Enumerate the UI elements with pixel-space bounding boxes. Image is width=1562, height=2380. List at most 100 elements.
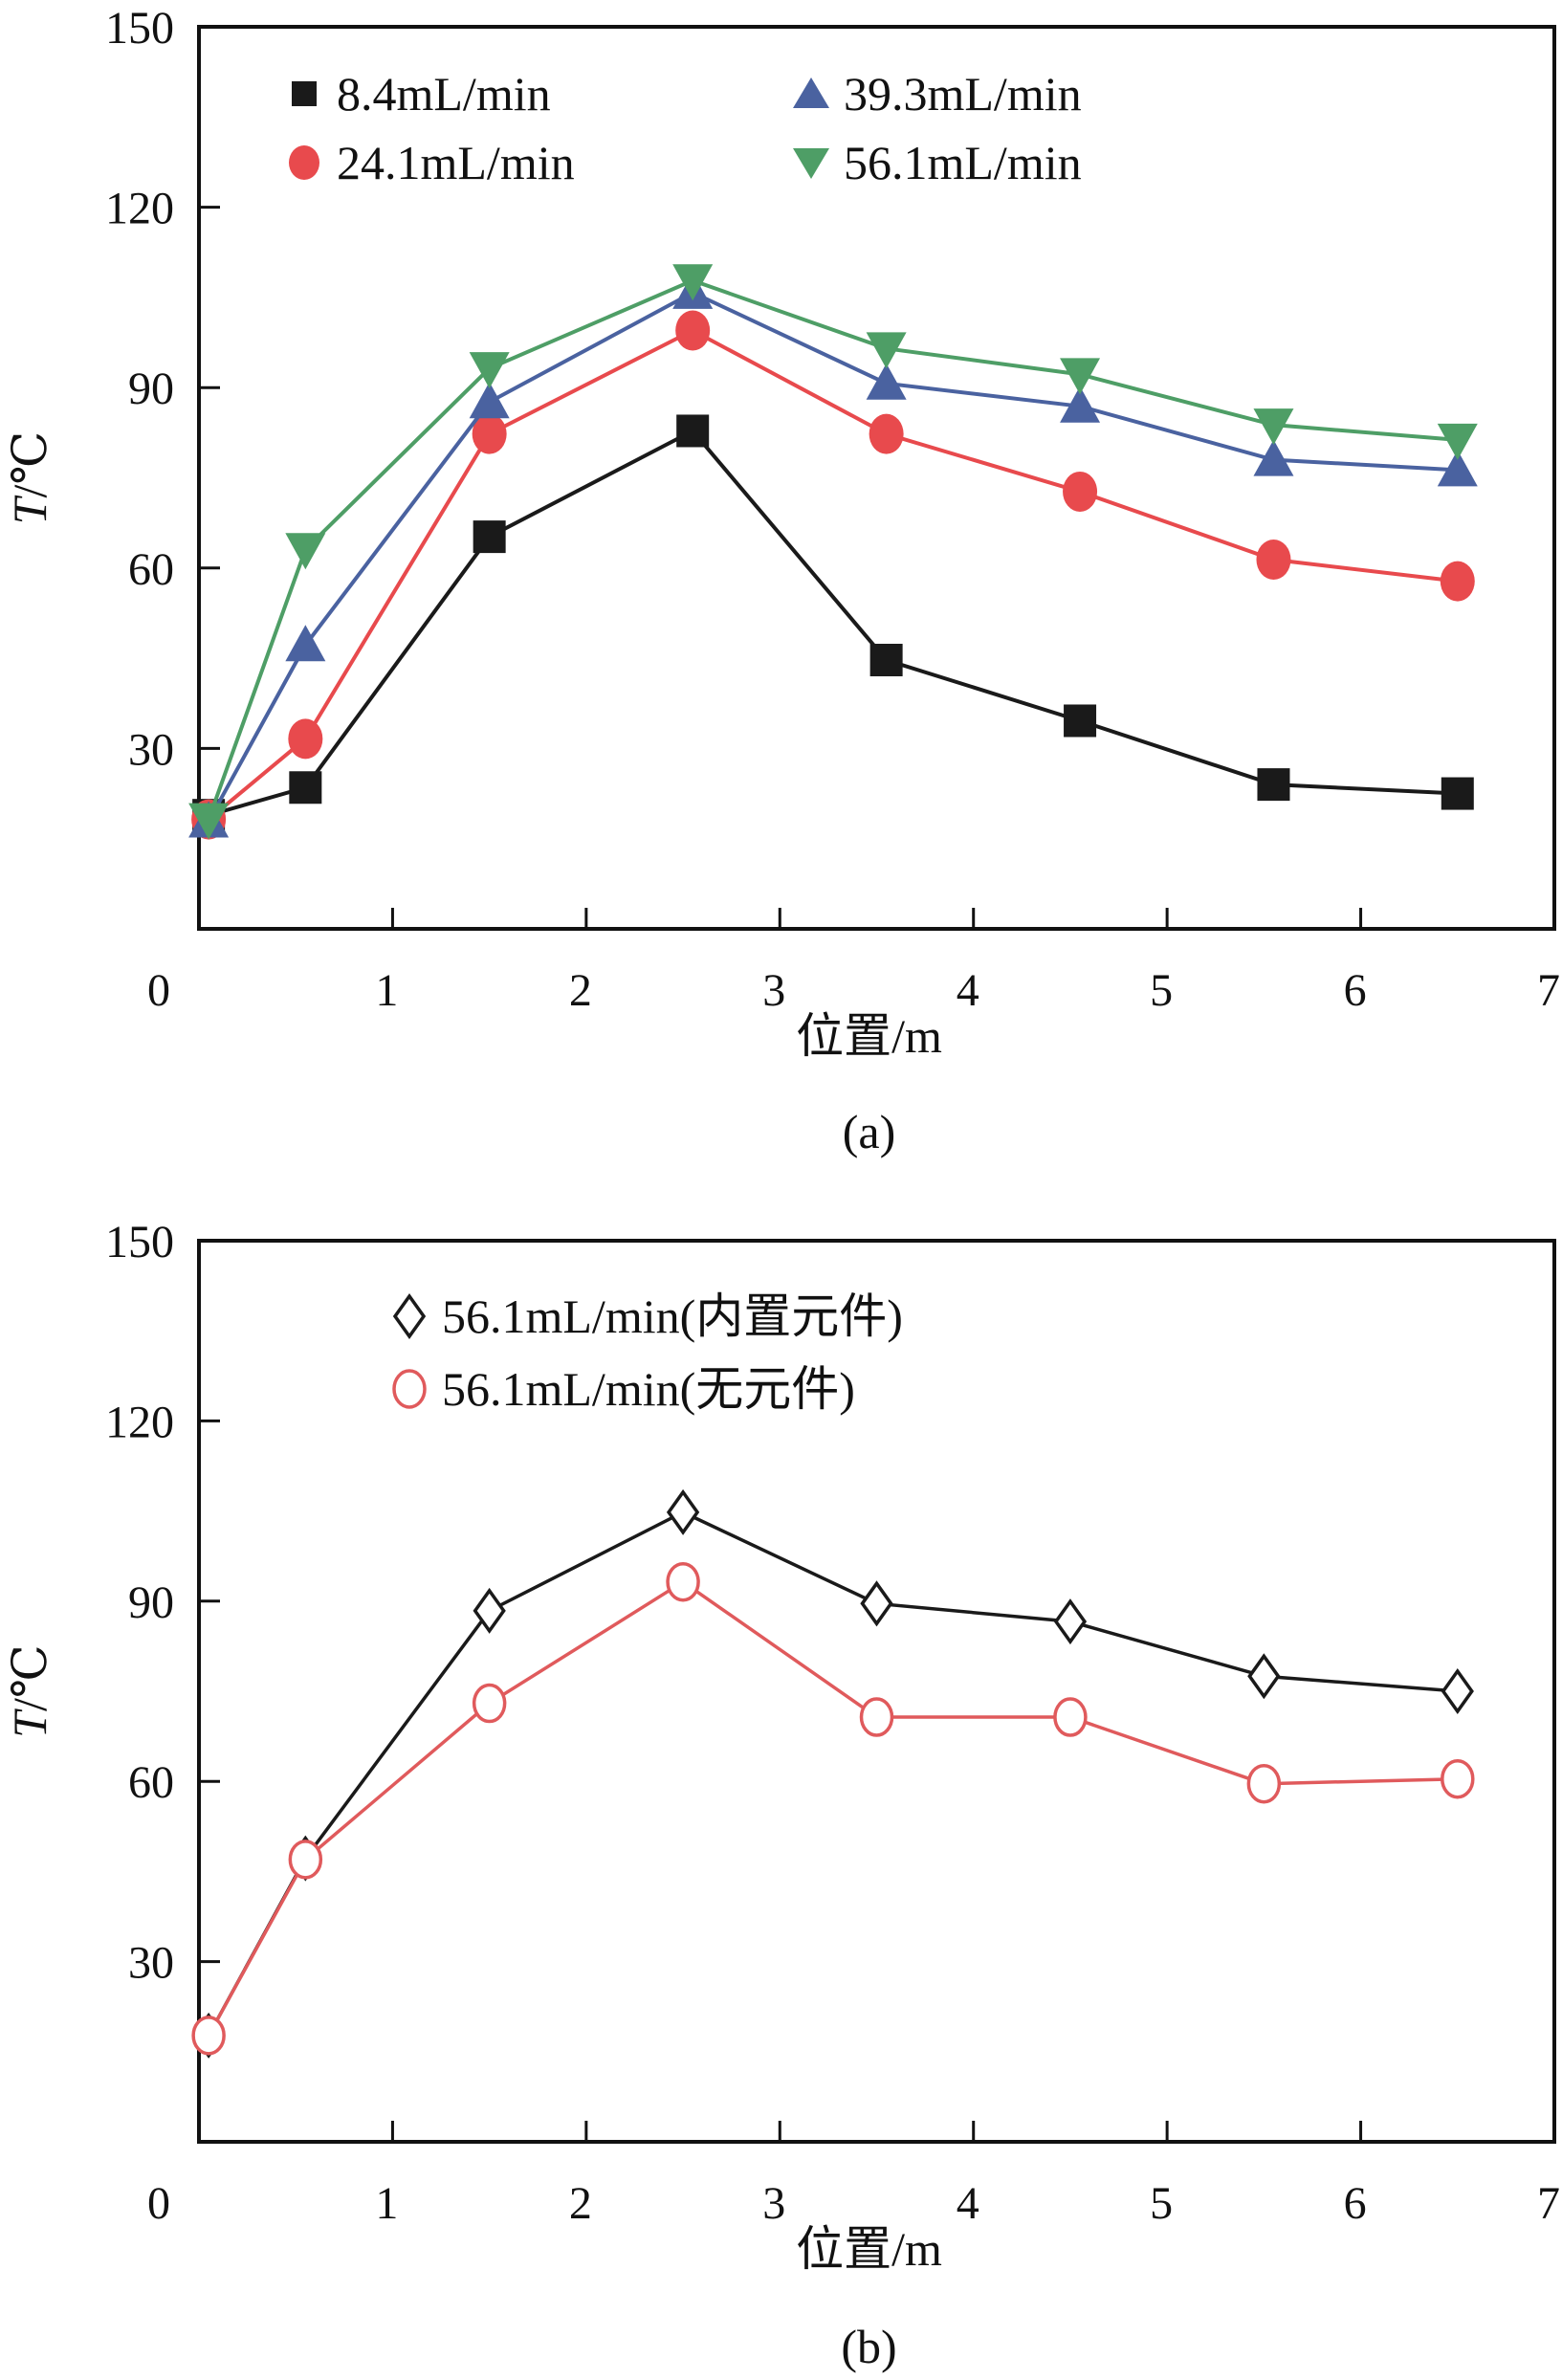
y-tick-label: 150 bbox=[105, 3, 174, 54]
y-axis-label-unit: /℃ bbox=[3, 1644, 56, 1711]
x-tick-label: 0 bbox=[147, 965, 170, 1016]
data-point bbox=[1253, 408, 1294, 446]
data-point bbox=[869, 413, 904, 454]
y-axis-label-unit: /℃ bbox=[3, 431, 56, 498]
legend-item: 56.1mL/min bbox=[793, 136, 1082, 189]
y-tick-label: 60 bbox=[128, 544, 174, 595]
data-point bbox=[666, 1561, 700, 1602]
x-axis-label: 位置/m bbox=[796, 2222, 942, 2276]
series-line bbox=[207, 1579, 1458, 2037]
x-tick-label: 7 bbox=[1537, 965, 1560, 1016]
y-tick-label: 30 bbox=[128, 1938, 174, 1989]
data-point bbox=[288, 718, 323, 760]
plot-frame bbox=[197, 1239, 1556, 2144]
y-axis-label-symbol: T bbox=[3, 1708, 56, 1738]
legend-marker bbox=[793, 77, 829, 108]
data-point bbox=[666, 1488, 700, 1535]
data-point bbox=[1053, 1598, 1088, 1645]
data-point bbox=[1256, 539, 1291, 580]
x-tick-label: 2 bbox=[569, 2178, 592, 2229]
data-point bbox=[1440, 561, 1475, 602]
x-tick-label: 4 bbox=[957, 2178, 979, 2229]
data-point bbox=[866, 363, 907, 400]
data-point bbox=[288, 1840, 323, 1880]
legend-item: 24.1mL/min bbox=[289, 136, 575, 189]
legend: 8.4mL/min 24.1mL/min 39.3mL/min 56.1mL/min bbox=[289, 67, 1082, 189]
x-tick-label: 7 bbox=[1537, 2178, 1560, 2229]
data-point bbox=[1437, 450, 1478, 487]
panel-caption: (a) bbox=[843, 1105, 896, 1158]
x-tick-label: 4 bbox=[957, 965, 979, 1016]
x-axis-label: 位置/m bbox=[796, 1009, 942, 1063]
data-point bbox=[285, 533, 326, 570]
data-point bbox=[1441, 777, 1474, 810]
legend-marker bbox=[292, 81, 317, 106]
y-tick-label: 90 bbox=[128, 1577, 174, 1628]
legend-item: 39.3mL/min bbox=[793, 67, 1082, 121]
series-1 bbox=[191, 310, 1475, 840]
data-point bbox=[289, 771, 322, 804]
legend-label: 56.1mL/min bbox=[844, 136, 1082, 189]
x-tick-label: 3 bbox=[762, 965, 785, 1016]
series-0 bbox=[192, 414, 1474, 832]
series-line bbox=[207, 290, 1458, 823]
y-tick-label: 150 bbox=[105, 1217, 174, 1267]
data-point bbox=[672, 264, 714, 301]
data-point bbox=[1064, 704, 1097, 738]
data-point bbox=[676, 414, 710, 448]
data-point bbox=[1441, 1667, 1474, 1715]
y-axis-label-symbol: T bbox=[3, 495, 56, 524]
data-point bbox=[469, 382, 510, 419]
series-line bbox=[208, 428, 1458, 818]
y-axis-label: T/℃ bbox=[3, 1644, 56, 1738]
legend-marker bbox=[392, 1292, 427, 1340]
data-point bbox=[473, 520, 506, 554]
chart-panel-a: 0 1 2 3 4 5 6 7 30 60 90 120 150 位置/m T/℃ (a) 8.4mL/min 2… bbox=[3, 3, 1560, 1158]
x-tick-label: 1 bbox=[375, 965, 398, 1016]
y-tick-label: 120 bbox=[105, 1397, 174, 1447]
y-tick-label: 30 bbox=[128, 724, 174, 775]
legend: 56.1mL/min(内置元件) 56.1mL/min(无元件) bbox=[392, 1289, 903, 1416]
series-line bbox=[207, 278, 1458, 821]
data-point bbox=[473, 1587, 506, 1634]
legend-item: 56.1mL/min(内置元件) bbox=[392, 1289, 903, 1343]
x-tick-label: 6 bbox=[1344, 2178, 1367, 2229]
data-point bbox=[469, 352, 510, 389]
panel-caption: (b) bbox=[841, 2320, 896, 2373]
y-axis-label: T/℃ bbox=[3, 431, 56, 525]
x-tick-label: 5 bbox=[1150, 2178, 1173, 2229]
legend-marker bbox=[289, 145, 319, 180]
data-point bbox=[191, 2016, 226, 2056]
x-tick-label: 5 bbox=[1150, 965, 1173, 1016]
data-point bbox=[860, 1580, 893, 1627]
legend-item: 56.1mL/min(无元件) bbox=[392, 1362, 855, 1416]
data-point bbox=[675, 310, 711, 351]
data-point bbox=[859, 1697, 894, 1737]
data-point bbox=[472, 413, 507, 454]
legend-label: 39.3mL/min bbox=[844, 67, 1082, 121]
data-point bbox=[472, 1683, 507, 1724]
x-tick-label: 0 bbox=[147, 2178, 170, 2229]
data-point bbox=[1060, 358, 1101, 395]
data-point bbox=[1253, 439, 1294, 476]
chart-panel-b: 0 1 2 3 4 5 6 7 30 60 90 120 150 位置/m T/℃ (b) 56.1mL/min… bbox=[3, 1217, 1560, 2373]
series-0 bbox=[191, 1488, 1474, 2059]
data-point bbox=[1060, 386, 1101, 423]
y-tick-label: 60 bbox=[128, 1757, 174, 1808]
data-point bbox=[1053, 1697, 1088, 1737]
x-tick-label: 6 bbox=[1344, 965, 1367, 1016]
data-point bbox=[1441, 1758, 1475, 1799]
plot-frame bbox=[197, 25, 1556, 931]
x-tick-label: 3 bbox=[762, 2178, 785, 2229]
legend-label: 56.1mL/min(无元件) bbox=[442, 1362, 855, 1416]
legend-marker bbox=[793, 148, 829, 179]
data-point bbox=[1247, 1653, 1281, 1700]
data-point bbox=[188, 803, 230, 840]
legend-label: 56.1mL/min(内置元件) bbox=[442, 1289, 903, 1343]
legend-marker bbox=[392, 1369, 427, 1409]
series-line bbox=[207, 1510, 1458, 2037]
data-point bbox=[869, 643, 903, 676]
data-point bbox=[1437, 423, 1478, 460]
legend-label: 8.4mL/min bbox=[337, 67, 551, 121]
